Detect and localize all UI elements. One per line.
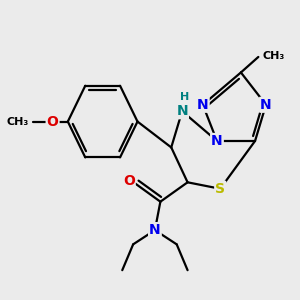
Text: S: S [215,182,225,196]
Text: CH₃: CH₃ [263,51,285,61]
Text: O: O [47,115,58,129]
Text: N: N [211,134,223,148]
Text: N: N [149,223,161,237]
Text: O: O [123,174,135,188]
Text: CH₃: CH₃ [6,117,28,127]
Text: N: N [260,98,272,112]
Text: N: N [176,104,188,118]
Text: H: H [180,92,189,102]
Text: N: N [197,98,208,112]
